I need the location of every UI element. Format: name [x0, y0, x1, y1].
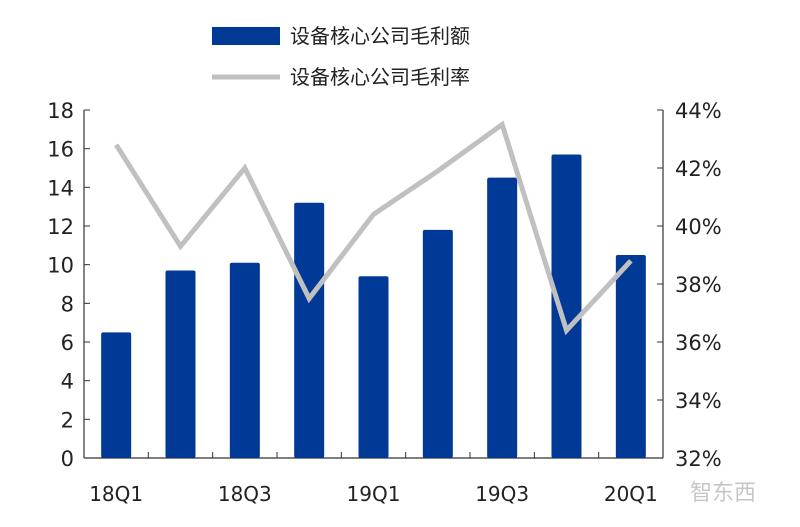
left-tick-label: 4: [61, 370, 74, 394]
left-tick-label: 14: [47, 176, 74, 200]
x-tick-label: 19Q3: [475, 482, 529, 506]
left-tick-label: 2: [61, 408, 74, 432]
left-tick-label: 6: [61, 331, 74, 355]
bar-18Q3: [229, 262, 260, 458]
legend-swatch-bar: [212, 27, 280, 45]
x-tick-label: 18Q3: [218, 482, 272, 506]
right-tick-label: 36%: [675, 331, 722, 355]
legend: 设备核心公司毛利额 设备核心公司毛利率: [212, 24, 470, 89]
bar-19Q3: [487, 177, 518, 458]
bar-18Q1: [101, 332, 132, 458]
x-tick-label: 18Q1: [89, 482, 143, 506]
left-tick-label: 16: [47, 138, 74, 162]
left-tick-label: 8: [61, 292, 74, 316]
bar-19Q4: [551, 154, 582, 458]
right-tick-label: 42%: [675, 157, 722, 181]
x-tick-label: 19Q1: [347, 482, 401, 506]
left-tick-label: 12: [47, 215, 74, 239]
bar-19Q2: [422, 229, 453, 458]
legend-label-bar: 设备核心公司毛利额: [290, 24, 470, 48]
right-tick-label: 44%: [675, 99, 722, 123]
watermark: 智东西: [690, 481, 756, 506]
right-tick-label: 38%: [675, 273, 722, 297]
left-tick-label: 0: [61, 447, 74, 471]
left-tick-label: 18: [47, 99, 74, 123]
bar-19Q1: [358, 276, 389, 458]
legend-label-line: 设备核心公司毛利率: [290, 65, 470, 89]
left-tick-label: 10: [47, 254, 74, 278]
watermark-logo: 智东西: [690, 481, 756, 506]
x-tick-label: 20Q1: [604, 482, 658, 506]
bar-20Q1: [615, 255, 646, 458]
right-tick-label: 34%: [675, 389, 722, 413]
bar-18Q4: [294, 202, 325, 458]
bar-18Q2: [165, 270, 196, 458]
right-tick-label: 40%: [675, 215, 722, 239]
right-tick-label: 32%: [675, 447, 722, 471]
